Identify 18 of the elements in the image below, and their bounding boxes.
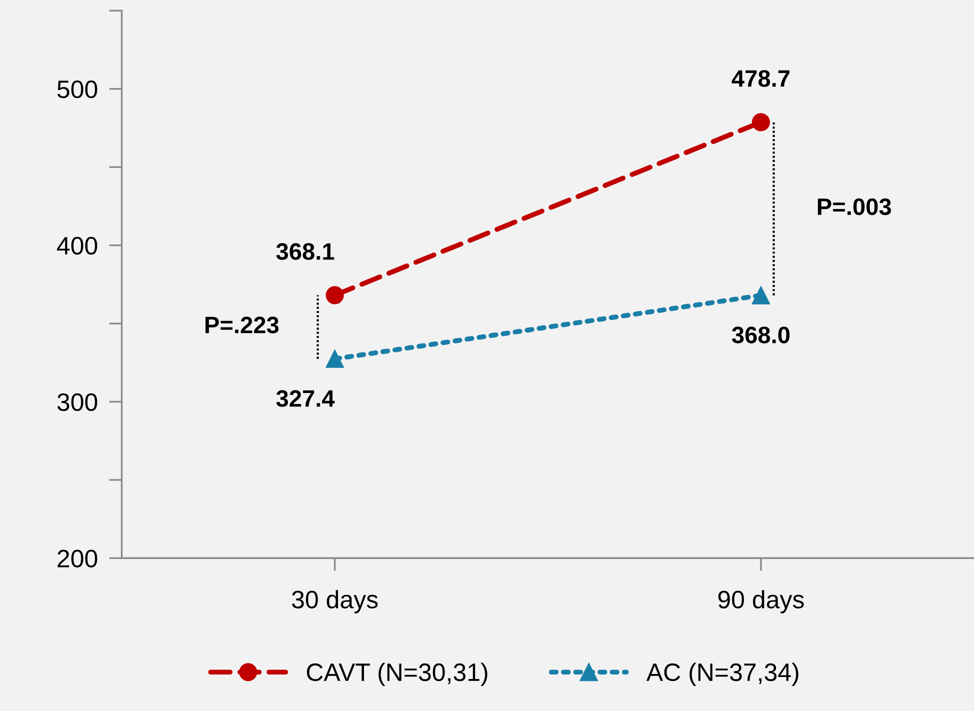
annotation: P=.223 bbox=[206, 316, 279, 334]
point bbox=[752, 286, 770, 304]
y-tick-label: 300 bbox=[57, 393, 98, 412]
data-label: 478.7 bbox=[732, 70, 790, 87]
data-label: 368.0 bbox=[732, 326, 790, 344]
x-tick-label: 30 days bbox=[292, 590, 378, 614]
y-tick-label: 400 bbox=[57, 236, 98, 255]
y-tick-label: 500 bbox=[57, 80, 98, 98]
legend-label: CAVT (N=30,31) bbox=[306, 662, 488, 686]
data-label: 368.1 bbox=[276, 243, 334, 260]
annotation: P=.003 bbox=[818, 198, 891, 216]
point bbox=[326, 350, 344, 368]
point bbox=[326, 286, 344, 304]
data-label: 327.4 bbox=[276, 390, 335, 407]
x-tick-label: 90 days bbox=[718, 590, 804, 614]
y-tick-label: 200 bbox=[58, 550, 98, 568]
legend-label: AC (N=37,34) bbox=[646, 662, 798, 686]
point bbox=[752, 113, 770, 132]
